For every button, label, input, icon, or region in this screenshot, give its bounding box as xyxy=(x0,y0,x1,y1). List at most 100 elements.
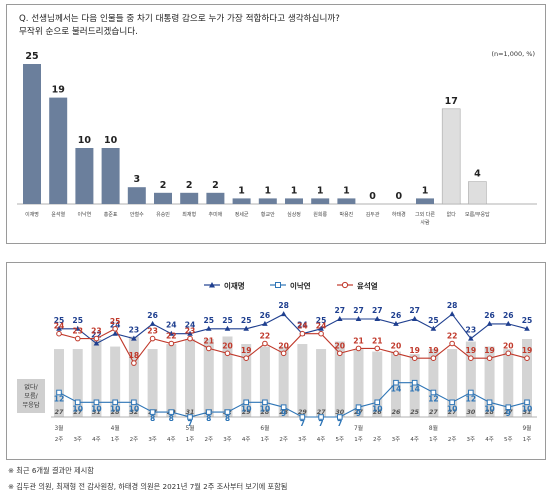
bar-category-label: 김두관 xyxy=(366,211,380,218)
lee-nakyon-value: 9 xyxy=(281,409,286,418)
yoon-seokyeol-value: 19 xyxy=(484,346,495,355)
lee-jaemyung-point xyxy=(337,316,343,321)
lee-nakyon-value: 7 xyxy=(300,419,305,428)
yoon-seokyeol-value: 24 xyxy=(54,322,65,331)
lee-jaemyung-value: 25 xyxy=(54,316,65,325)
lee-jaemyung-point xyxy=(131,335,137,341)
bg-bar-value: 28 xyxy=(111,409,120,416)
bar-category-label: 최재형 xyxy=(182,211,196,218)
trend-panel: 이재명이낙연윤석열2727312832272931313229282829273… xyxy=(6,262,546,460)
bg-bar-value: 32 xyxy=(129,409,138,416)
lee-nakyon-value: 9 xyxy=(506,409,511,418)
yoon-seokyeol-point xyxy=(243,355,249,361)
yoon-seokyeol-value: 19 xyxy=(522,346,533,355)
yoon-seokyeol-line xyxy=(58,328,528,365)
bg-bar-13 xyxy=(278,346,289,417)
legend-label-1: 이재명 xyxy=(224,281,245,291)
yoon-seokyeol-point xyxy=(318,330,324,337)
bg-bar-11 xyxy=(241,344,252,417)
week-label: 3주 xyxy=(392,436,401,443)
month-label: 6월 xyxy=(260,424,269,432)
lee-nakyon-point xyxy=(299,414,306,420)
lee-nakyon-point xyxy=(468,389,474,396)
yoon-seokyeol-point xyxy=(337,350,343,357)
bar-16 xyxy=(416,198,434,204)
yoon-seokyeol-point xyxy=(224,350,231,357)
week-label: 4주 xyxy=(242,436,251,443)
lee-nakyon-point xyxy=(168,409,175,415)
lee-nakyon-point xyxy=(262,399,268,406)
bg-bar-15 xyxy=(316,349,327,417)
week-label: 4주 xyxy=(485,436,494,443)
yoon-seokyeol-value: 21 xyxy=(372,336,383,345)
lee-nakyon-point xyxy=(74,399,81,406)
yoon-seokyeol-point xyxy=(168,340,175,347)
bar-2 xyxy=(49,97,68,204)
lee-nakyon-value: 10 xyxy=(372,404,383,413)
lee-nakyon-point xyxy=(205,409,212,415)
bar-category-label: 심상정 xyxy=(287,211,301,218)
week-label: 2주 xyxy=(279,436,288,443)
yoon-seokyeol-value: 20 xyxy=(222,341,233,350)
lee-jaemyung-point xyxy=(486,320,493,326)
bar-8 xyxy=(206,192,225,204)
week-label: 4주 xyxy=(167,436,176,443)
yoon-seokyeol-value: 24 xyxy=(297,322,308,331)
lee-nakyon-value: 7 xyxy=(337,419,342,428)
bar-value-label: 4 xyxy=(474,169,481,180)
bg-bar-value: 27 xyxy=(317,409,326,416)
lee-jaemyung-point xyxy=(430,325,437,331)
lee-nakyon-value: 7 xyxy=(318,419,323,428)
lee-nakyon-point xyxy=(486,399,493,406)
lee-jaemyung-value: 25 xyxy=(316,316,327,325)
bg-bar-value: 28 xyxy=(485,409,494,416)
yoon-seokyeol-value: 21 xyxy=(203,336,214,345)
lee-nakyon-value: 9 xyxy=(356,409,361,418)
lee-nakyon-point xyxy=(411,379,418,386)
bg-bar-value: 27 xyxy=(354,409,363,416)
yoon-seokyeol-value: 23 xyxy=(147,327,158,336)
lee-jaemyung-point xyxy=(224,325,231,331)
week-label: 3주 xyxy=(467,436,476,443)
lee-nakyon-value: 8 xyxy=(206,414,211,423)
lee-jaemyung-line xyxy=(59,313,528,345)
yoon-seokyeol-value: 19 xyxy=(241,346,252,355)
lee-jaemyung-value: 24 xyxy=(166,321,177,330)
bar-7 xyxy=(180,192,199,204)
lee-nakyon-point xyxy=(131,399,137,406)
lee-jaemyung-point xyxy=(524,325,530,331)
bar-category-label: 정세균 xyxy=(235,211,249,218)
bg-bar-value: 30 xyxy=(335,409,344,416)
bar-category-label: 모름/무응답 xyxy=(465,211,490,218)
lee-jaemyung-point xyxy=(149,320,156,326)
bg-bar-value: 27 xyxy=(73,409,82,416)
bar-value-label: 25 xyxy=(25,51,38,62)
yoon-seokyeol-point xyxy=(374,345,381,352)
lee-nakyon-value: 8 xyxy=(150,414,155,423)
lee-nakyon-value: 14 xyxy=(391,385,402,394)
lee-nakyon-value: 7 xyxy=(187,419,192,428)
lee-nakyon-value: 8 xyxy=(169,414,174,423)
bar-category-label: 안철수 xyxy=(130,211,144,218)
bg-bar-value: 26 xyxy=(392,409,401,416)
lee-nakyon-point xyxy=(374,399,381,406)
lee-jaemyung-value: 28 xyxy=(447,301,458,310)
bar-value-label: 1 xyxy=(343,185,350,196)
lee-nakyon-value: 12 xyxy=(54,395,65,404)
bg-bar-26 xyxy=(522,339,532,417)
yoon-seokyeol-point xyxy=(468,355,474,361)
week-label: 5주 xyxy=(336,436,345,443)
lee-nakyon-value: 10 xyxy=(522,404,533,413)
bg-bar-24 xyxy=(484,346,495,417)
lee-jaemyung-value: 24 xyxy=(297,321,308,330)
lee-jaemyung-value: 26 xyxy=(391,311,402,320)
lee-jaemyung-value: 23 xyxy=(466,326,477,335)
week-label: 5주 xyxy=(504,436,513,443)
yoon-seokyeol-value: 18 xyxy=(129,351,140,360)
lee-nakyon-line xyxy=(58,382,528,418)
bar-value-label: 2 xyxy=(186,180,193,191)
bar-10 xyxy=(258,198,277,204)
bg-bar-value: 29 xyxy=(298,409,307,416)
lee-jaemyung-value: 26 xyxy=(147,311,158,320)
bar-18 xyxy=(468,181,487,205)
